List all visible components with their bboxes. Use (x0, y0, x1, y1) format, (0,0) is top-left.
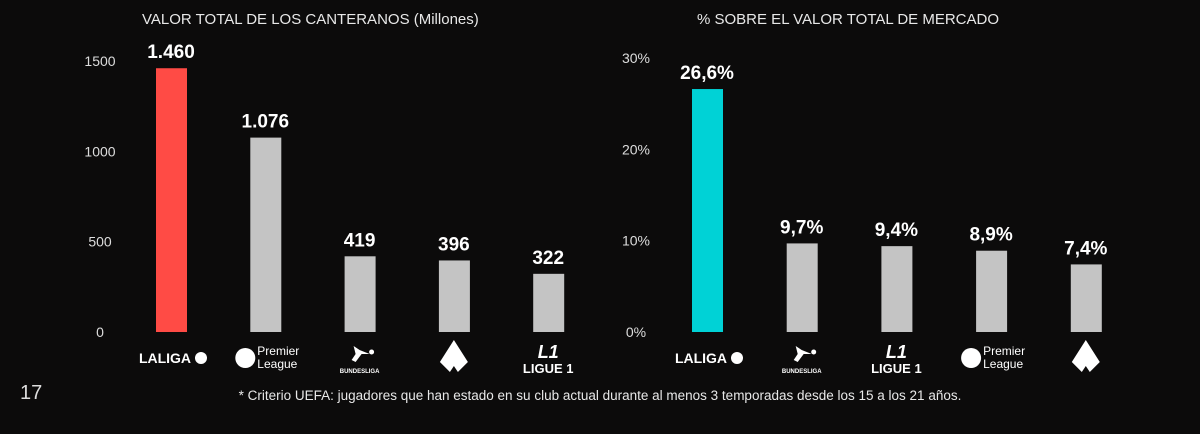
league-logo: LIGUE 1 (523, 361, 574, 376)
y-tick-label: 1500 (84, 53, 115, 69)
bar (156, 68, 187, 332)
ea-logo-icon (195, 352, 207, 364)
ball-icon (811, 349, 817, 355)
league-logo: LALIGA (675, 350, 727, 366)
data-label: 419 (344, 230, 376, 251)
ligue1-icon: L1 (886, 342, 907, 362)
page-number: 17 (20, 382, 43, 404)
footnote: * Criterio UEFA: jugadores que han estad… (238, 388, 962, 403)
league-logo: Premier (257, 344, 299, 358)
data-label: 1.460 (147, 42, 195, 63)
serie-a-icon (1071, 340, 1100, 372)
ea-logo-icon (731, 352, 743, 364)
ball-icon (369, 349, 375, 355)
y-tick-label: 30% (622, 50, 650, 66)
league-logo: LIGUE 1 (871, 361, 922, 376)
bar (438, 260, 470, 332)
y-tick-label: 1000 (84, 143, 115, 159)
data-label: 8,9% (969, 225, 1012, 246)
data-label: 9,4% (875, 220, 918, 241)
y-tick-label: 10% (622, 233, 650, 249)
league-logo: League (983, 357, 1023, 371)
bar (976, 250, 1008, 332)
serie-a-icon (439, 340, 468, 372)
bundesliga-player-icon (351, 346, 370, 362)
bar (786, 243, 818, 332)
bar (881, 246, 913, 332)
league-logo: Premier (983, 344, 1025, 358)
bar (1070, 264, 1102, 332)
y-tick-label: 500 (88, 234, 112, 250)
league-logo: League (257, 357, 297, 371)
bar (692, 89, 723, 332)
data-label: 1.076 (242, 112, 290, 133)
bar (533, 273, 565, 332)
data-label: 7,4% (1064, 238, 1107, 259)
data-label: 26,6% (680, 63, 734, 84)
league-logo: LALIGA (139, 350, 191, 366)
bar (250, 137, 282, 332)
bundesliga-player-icon (793, 346, 812, 362)
data-label: 9,7% (780, 217, 823, 238)
lion-icon (961, 348, 982, 368)
bar (344, 256, 376, 332)
ligue1-icon: L1 (538, 342, 559, 362)
lion-icon (235, 348, 256, 368)
y-tick-label: 0 (96, 324, 104, 340)
data-label: 396 (438, 234, 470, 255)
left-chart-title: VALOR TOTAL DE LOS CANTERANOS (Millones) (142, 11, 479, 28)
data-label: 322 (532, 248, 564, 269)
league-logo: BUNDESLIGA (340, 369, 380, 375)
league-logo: BUNDESLIGA (782, 369, 822, 375)
right-chart-title: % SOBRE EL VALOR TOTAL DE MERCADO (697, 11, 1000, 28)
y-tick-label: 0% (626, 324, 646, 340)
y-tick-label: 20% (622, 141, 650, 157)
